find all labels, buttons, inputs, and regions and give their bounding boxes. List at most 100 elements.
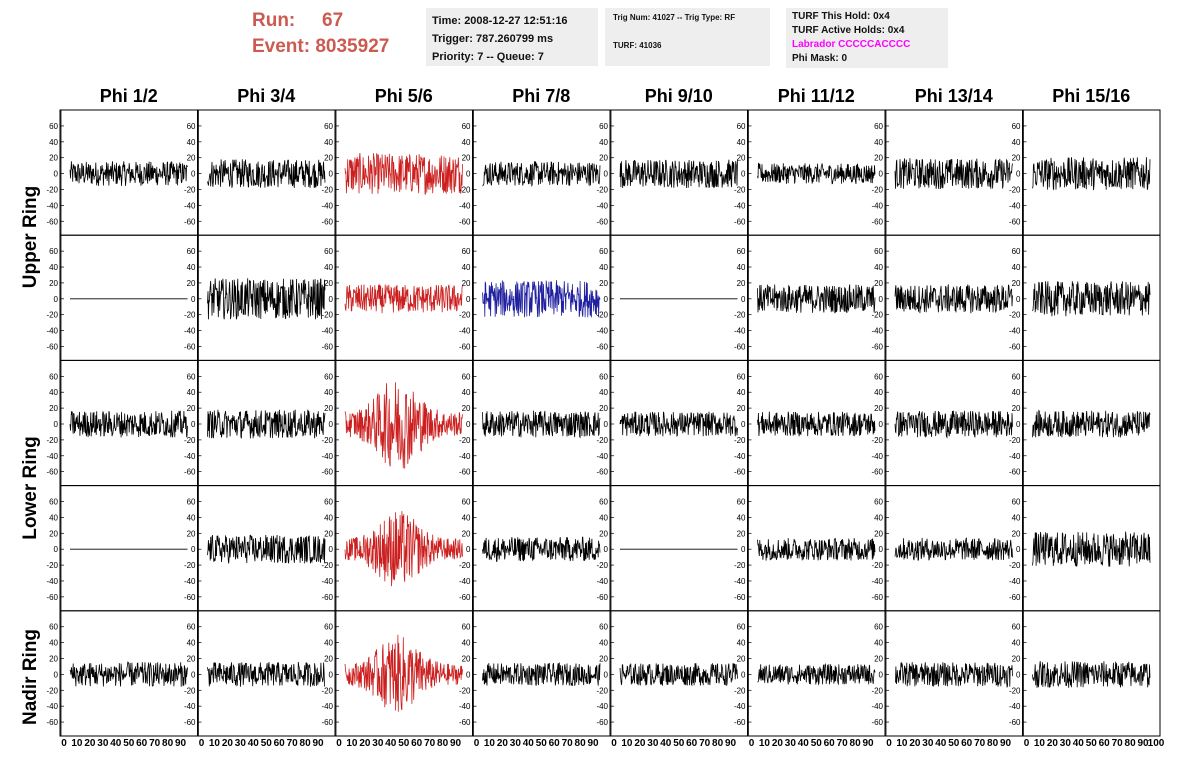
x-tick-label: 60 xyxy=(549,738,561,749)
y-tick-label: 0 xyxy=(741,170,746,179)
x-tick-label: 90 xyxy=(175,738,187,749)
y-tick-label: 20 xyxy=(324,655,333,664)
panel-frame xyxy=(747,359,886,487)
y-tick-label: 60 xyxy=(187,372,196,381)
x-tick-label: 10 xyxy=(1034,738,1046,749)
y-tick-label: 60 xyxy=(187,122,196,131)
y-tick-label: -60 xyxy=(596,593,608,602)
phi-mask-text: Phi Mask: 0 xyxy=(792,53,848,64)
waveform-trace xyxy=(207,534,326,564)
y-tick-label: 20 xyxy=(874,404,883,413)
y-tick-label: 0 xyxy=(1016,420,1021,429)
y-tick-label: 40 xyxy=(462,513,471,522)
y-tick-label: 0 xyxy=(54,295,59,304)
y-tick-label: -40 xyxy=(321,452,333,461)
x-tick-label: 60 xyxy=(1099,738,1111,749)
y-tick-label: -60 xyxy=(459,217,471,226)
panel-frame xyxy=(1022,610,1161,737)
y-tick-label: 60 xyxy=(462,498,471,507)
y-tick-label: -40 xyxy=(184,577,196,586)
y-tick-label: -40 xyxy=(459,452,471,461)
y-tick-label: 40 xyxy=(49,138,58,147)
y-tick-label: -40 xyxy=(734,452,746,461)
y-tick-label: -20 xyxy=(871,311,883,320)
y-tick-label: 40 xyxy=(874,513,883,522)
y-tick-label: 20 xyxy=(599,154,608,163)
x-tick-label: 50 xyxy=(811,738,823,749)
waveform-trace xyxy=(69,161,188,186)
y-tick-label: 0 xyxy=(879,170,884,179)
x-tick-label: 90 xyxy=(1000,738,1012,749)
y-tick-label: -60 xyxy=(321,342,333,351)
time-info-box: Time: 2008-12-27 12:51:16 Trigger: 787.2… xyxy=(426,8,598,66)
y-tick-label: 40 xyxy=(49,513,58,522)
y-tick-label: 60 xyxy=(874,623,883,632)
y-tick-label: -60 xyxy=(321,593,333,602)
y-tick-label: -40 xyxy=(596,327,608,336)
y-tick-label: 0 xyxy=(191,170,196,179)
y-tick-label: 40 xyxy=(737,263,746,272)
y-tick-label: 0 xyxy=(1016,670,1021,679)
y-tick-label: -40 xyxy=(459,327,471,336)
y-tick-label: 0 xyxy=(329,295,334,304)
y-tick-label: -20 xyxy=(46,686,58,695)
x-tick-label: 60 xyxy=(686,738,698,749)
waveform-trace xyxy=(1032,409,1151,438)
y-tick-label: 40 xyxy=(49,388,58,397)
x-tick-label: 30 xyxy=(922,738,934,749)
y-tick-label: -40 xyxy=(596,577,608,586)
y-tick-label: -60 xyxy=(596,718,608,727)
waveform-trace xyxy=(344,382,463,469)
y-tick-label: 40 xyxy=(599,263,608,272)
y-tick-label: -40 xyxy=(184,327,196,336)
waveform-trace xyxy=(482,280,601,318)
waveform-trace xyxy=(757,284,876,314)
waveform-trace xyxy=(894,410,1013,439)
y-tick-label: 0 xyxy=(191,670,196,679)
y-tick-label: -20 xyxy=(734,311,746,320)
waveform-trace xyxy=(1032,281,1151,317)
y-tick-label: 20 xyxy=(462,154,471,163)
column-header-phi-5-6: Phi 5/6 xyxy=(374,86,433,106)
y-tick-label: -40 xyxy=(734,327,746,336)
y-tick-label: -20 xyxy=(459,185,471,194)
y-tick-label: -60 xyxy=(184,468,196,477)
y-tick-label: -40 xyxy=(459,201,471,210)
y-tick-label: -60 xyxy=(184,342,196,351)
waveform-trace xyxy=(619,663,738,687)
run-label: Run: xyxy=(252,10,296,31)
x-tick-label: 40 xyxy=(1073,738,1085,749)
y-tick-label: -20 xyxy=(321,185,333,194)
x-tick-label: 60 xyxy=(136,738,148,749)
x-tick-label: 20 xyxy=(634,738,646,749)
y-tick-label: 60 xyxy=(324,247,333,256)
y-tick-label: 40 xyxy=(187,263,196,272)
y-tick-label: 0 xyxy=(191,545,196,554)
y-tick-label: 40 xyxy=(874,388,883,397)
y-tick-label: 60 xyxy=(737,247,746,256)
y-tick-label: -20 xyxy=(596,561,608,570)
x-tick-label: 10 xyxy=(621,738,633,749)
y-tick-label: 60 xyxy=(737,498,746,507)
x-tick-label: 100 xyxy=(1148,738,1165,749)
waveform-trace xyxy=(757,662,876,686)
y-tick-label: 40 xyxy=(187,639,196,648)
y-tick-label: 20 xyxy=(599,529,608,538)
waveform-trace xyxy=(1032,531,1151,567)
x-tick-label: 90 xyxy=(1137,738,1149,749)
y-tick-label: 0 xyxy=(879,545,884,554)
y-tick-label: 20 xyxy=(874,279,883,288)
y-tick-label: -20 xyxy=(596,311,608,320)
x-tick-label: 70 xyxy=(562,738,574,749)
x-tick-label: 70 xyxy=(424,738,436,749)
y-tick-label: -60 xyxy=(321,468,333,477)
waveform-trace xyxy=(619,411,738,437)
y-tick-label: 40 xyxy=(737,513,746,522)
x-tick-label: 80 xyxy=(987,738,999,749)
y-tick-label: 0 xyxy=(741,670,746,679)
y-tick-label: 0 xyxy=(54,420,59,429)
y-tick-label: 20 xyxy=(1012,529,1021,538)
y-tick-label: 20 xyxy=(462,529,471,538)
y-tick-label: 40 xyxy=(1012,263,1021,272)
priority-text: Priority: 7 -- Queue: 7 xyxy=(432,51,544,63)
